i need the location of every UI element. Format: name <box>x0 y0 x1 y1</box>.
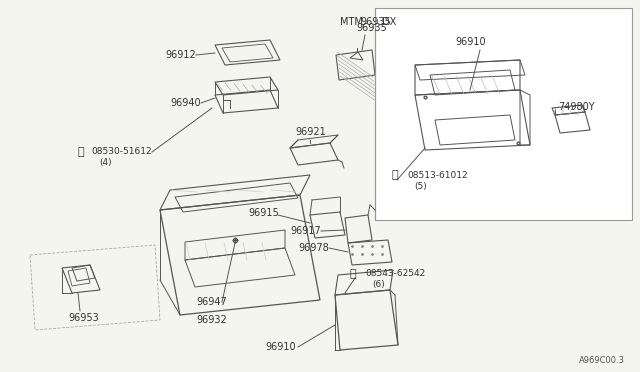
Text: 96932: 96932 <box>196 315 227 325</box>
Text: 96947: 96947 <box>196 297 227 307</box>
Text: 96910: 96910 <box>265 342 296 352</box>
Text: 96915: 96915 <box>248 208 279 218</box>
Text: 08530-51612: 08530-51612 <box>91 148 152 157</box>
Text: 96917: 96917 <box>290 226 321 236</box>
Text: 08543-62542: 08543-62542 <box>365 269 425 279</box>
Text: 96935: 96935 <box>356 23 387 33</box>
Text: 96921: 96921 <box>295 127 326 137</box>
Text: 96978: 96978 <box>298 243 329 253</box>
Text: 74980Y: 74980Y <box>558 102 595 112</box>
Text: Ⓢ: Ⓢ <box>77 147 84 157</box>
Text: (4): (4) <box>99 157 111 167</box>
Text: 96910: 96910 <box>455 37 486 47</box>
Text: Ⓢ: Ⓢ <box>350 269 356 279</box>
Text: MTM: MTM <box>340 17 363 27</box>
Text: (5): (5) <box>414 182 427 190</box>
Text: 96935: 96935 <box>360 17 391 27</box>
Text: (6): (6) <box>372 279 385 289</box>
Text: 08513-61012: 08513-61012 <box>407 170 468 180</box>
Text: 96953: 96953 <box>68 313 99 323</box>
Bar <box>375 8 632 220</box>
Text: A969C00.3: A969C00.3 <box>579 356 625 365</box>
Text: 96912: 96912 <box>165 50 196 60</box>
Text: DX: DX <box>382 17 396 27</box>
Text: Ⓢ: Ⓢ <box>392 170 399 180</box>
Text: 96940: 96940 <box>170 98 200 108</box>
